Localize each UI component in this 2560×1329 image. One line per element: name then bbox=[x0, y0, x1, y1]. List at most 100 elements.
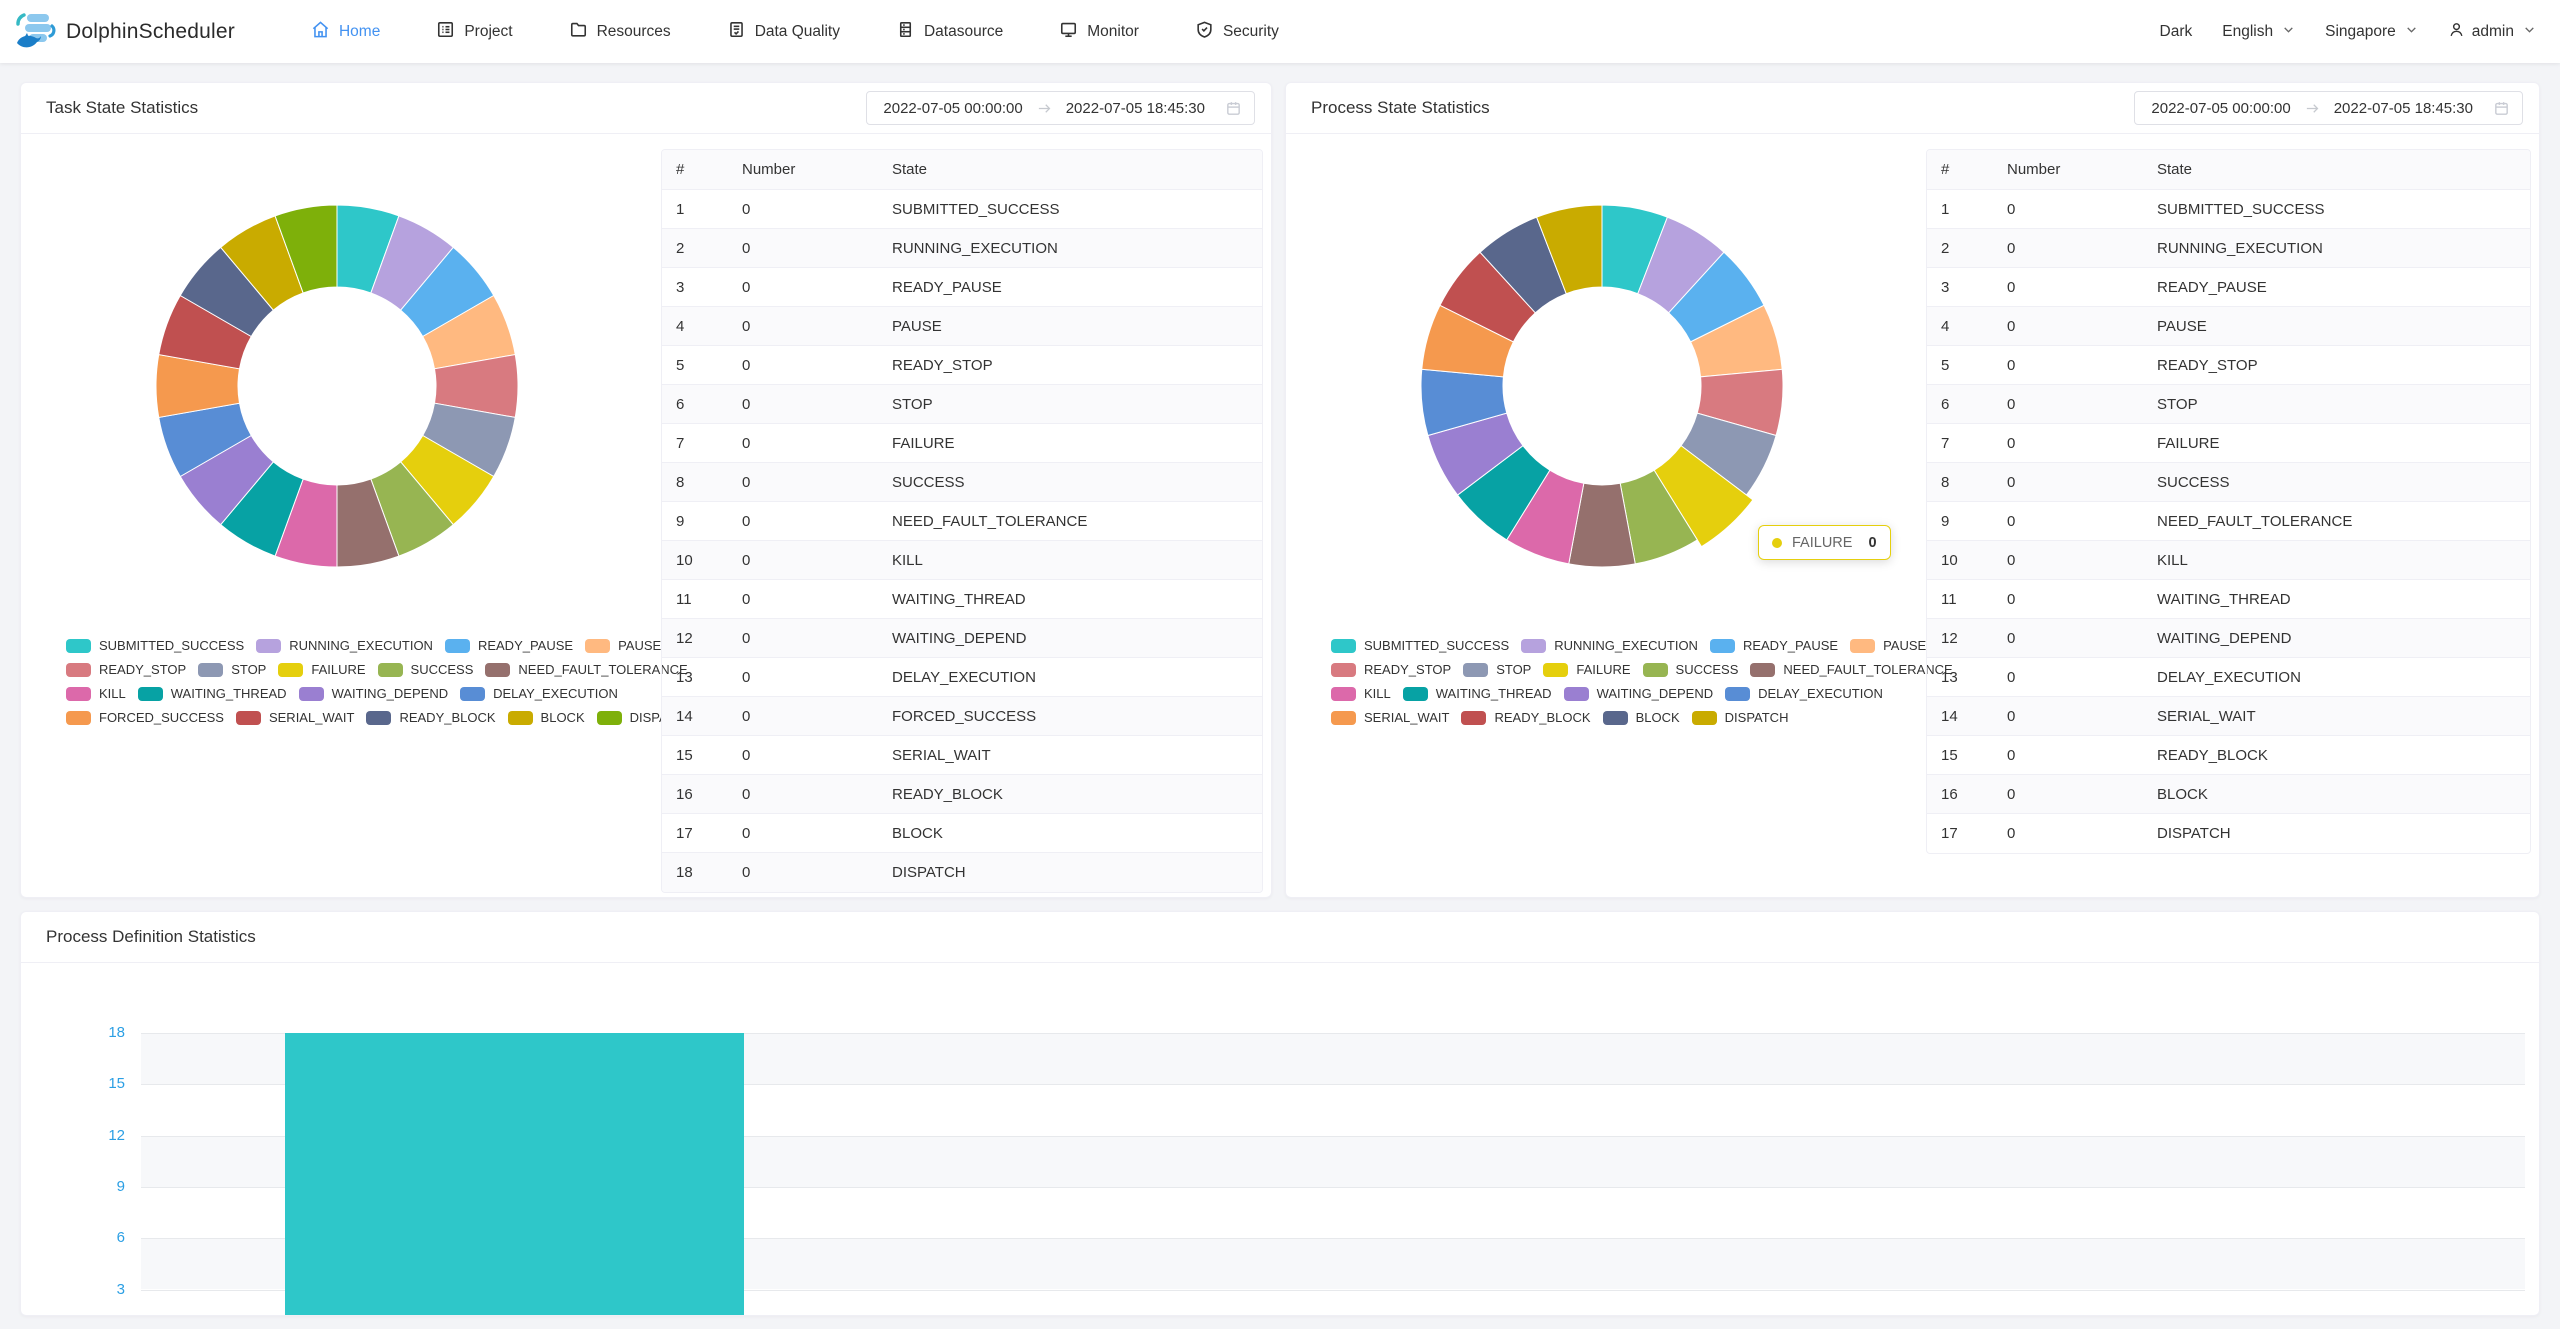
legend-item[interactable]: FAILURE bbox=[1543, 662, 1631, 677]
legend-item[interactable]: SUBMITTED_SUCCESS bbox=[1331, 638, 1509, 653]
legend-item[interactable]: READY_PAUSE bbox=[444, 638, 574, 653]
table-cell-index: 11 bbox=[662, 580, 728, 619]
table-header-row: # Number State bbox=[1927, 150, 2530, 190]
date-range-picker[interactable]: 2022-07-05 00:00:00 2022-07-05 18:45:30 bbox=[866, 91, 1255, 125]
table-cell-index: 2 bbox=[1927, 229, 1993, 268]
table-row: 16 0 READY_BLOCK bbox=[662, 775, 1262, 814]
user-menu[interactable]: admin bbox=[2448, 21, 2536, 43]
legend-color-swatch bbox=[1602, 710, 1628, 725]
table-row: 15 0 READY_BLOCK bbox=[1927, 736, 2530, 775]
legend-item[interactable]: NEED_FAULT_TOLERANCE bbox=[485, 662, 688, 677]
legend-item[interactable]: FAILURE bbox=[278, 662, 366, 677]
table-row: 9 0 NEED_FAULT_TOLERANCE bbox=[662, 502, 1262, 541]
table-cell-state: KILL bbox=[878, 541, 1262, 580]
brand-name: DolphinScheduler bbox=[66, 19, 235, 43]
date-end: 2022-07-05 18:45:30 bbox=[2333, 99, 2473, 117]
legend-item[interactable]: WAITING_THREAD bbox=[1402, 686, 1552, 701]
legend-item[interactable]: PAUSE bbox=[1850, 638, 1926, 653]
legend-label: READY_PAUSE bbox=[477, 638, 574, 653]
legend-item[interactable]: PAUSE bbox=[585, 638, 661, 653]
legend-label: SERIAL_WAIT bbox=[268, 710, 355, 725]
definition-bar[interactable] bbox=[284, 1033, 744, 1315]
legend-color-swatch bbox=[1402, 686, 1428, 701]
donut-segment[interactable] bbox=[1653, 444, 1754, 548]
legend-item[interactable]: FORCED_SUCCESS bbox=[66, 710, 224, 725]
table-cell-state: READY_STOP bbox=[2143, 346, 2530, 385]
legend-color-swatch bbox=[507, 710, 533, 725]
legend-item[interactable]: WAITING_THREAD bbox=[137, 686, 287, 701]
legend-item[interactable]: KILL bbox=[1331, 686, 1391, 701]
legend-color-swatch bbox=[1521, 638, 1547, 653]
table-cell-number: 0 bbox=[728, 697, 878, 736]
legend-item[interactable]: WAITING_DEPEND bbox=[1563, 686, 1713, 701]
nav-item-datasource[interactable]: Datasource bbox=[896, 20, 1003, 44]
legend-item[interactable]: RUNNING_EXECUTION bbox=[256, 638, 433, 653]
timezone-select[interactable]: Singapore bbox=[2325, 23, 2418, 41]
legend-color-swatch bbox=[596, 710, 622, 725]
legend-item[interactable]: DELAY_EXECUTION bbox=[460, 686, 618, 701]
task-state-table: # Number State 1 0 SUBMITTED_SUCCESS 2 0 RUNNING… bbox=[661, 149, 1263, 893]
table-row: 12 0 WAITING_DEPEND bbox=[662, 619, 1262, 658]
project-icon bbox=[436, 20, 455, 44]
date-end: 2022-07-05 18:45:30 bbox=[1065, 99, 1205, 117]
donut-segment[interactable] bbox=[1535, 204, 1603, 295]
legend-item[interactable]: READY_PAUSE bbox=[1709, 638, 1838, 653]
legend-label: BLOCK bbox=[1635, 710, 1680, 725]
app-logo[interactable]: DolphinScheduler bbox=[14, 7, 235, 57]
legend-item[interactable]: READY_STOP bbox=[1331, 662, 1451, 677]
legend-item[interactable]: SERIAL_WAIT bbox=[235, 710, 355, 725]
theme-toggle[interactable]: Dark bbox=[2159, 22, 2193, 40]
legend-item[interactable]: DISPATCH bbox=[1691, 710, 1789, 725]
nav-item-monitor[interactable]: Monitor bbox=[1059, 20, 1139, 44]
legend-item[interactable]: BLOCK bbox=[1602, 710, 1680, 725]
nav-item-resources[interactable]: Resources bbox=[569, 20, 671, 44]
table-header-cell: State bbox=[878, 150, 1262, 190]
nav-item-project[interactable]: Project bbox=[436, 20, 513, 44]
legend-item[interactable]: READY_BLOCK bbox=[366, 710, 496, 725]
table-cell-number: 0 bbox=[1993, 619, 2143, 658]
legend-label: NEED_FAULT_TOLERANCE bbox=[518, 662, 688, 677]
legend-item[interactable]: DELAY_EXECUTION bbox=[1725, 686, 1883, 701]
legend-label: DISPATCH bbox=[1724, 710, 1789, 725]
language-select[interactable]: English bbox=[2222, 23, 2295, 41]
legend-item[interactable]: STOP bbox=[1463, 662, 1531, 677]
user-icon bbox=[2448, 21, 2465, 43]
table-cell-number: 0 bbox=[728, 853, 878, 892]
card-title: Process Definition Statistics bbox=[46, 927, 256, 946]
legend-item[interactable]: SUCCESS bbox=[1642, 662, 1738, 677]
table-cell-number: 0 bbox=[1993, 229, 2143, 268]
y-axis-tick-label: 6 bbox=[116, 1229, 125, 1247]
legend-item[interactable]: WAITING_DEPEND bbox=[298, 686, 448, 701]
legend-item[interactable]: RUNNING_EXECUTION bbox=[1521, 638, 1698, 653]
table-cell-index: 4 bbox=[662, 307, 728, 346]
table-row: 8 0 SUCCESS bbox=[1927, 463, 2530, 502]
donut-segment[interactable] bbox=[274, 204, 338, 294]
table-header-cell: State bbox=[2143, 150, 2530, 190]
legend-color-swatch bbox=[1563, 686, 1589, 701]
table-row: 11 0 WAITING_THREAD bbox=[1927, 580, 2530, 619]
legend-item[interactable]: KILL bbox=[66, 686, 126, 701]
legend-color-swatch bbox=[485, 662, 511, 677]
legend-item[interactable]: SUBMITTED_SUCCESS bbox=[66, 638, 244, 653]
table-cell-number: 0 bbox=[1993, 385, 2143, 424]
legend-item[interactable]: BLOCK bbox=[507, 710, 585, 725]
legend-color-swatch bbox=[1709, 638, 1735, 653]
legend-item[interactable]: SUCCESS bbox=[377, 662, 473, 677]
table-row: 8 0 SUCCESS bbox=[662, 463, 1262, 502]
legend-color-swatch bbox=[585, 638, 611, 653]
table-row: 1 0 SUBMITTED_SUCCESS bbox=[662, 190, 1262, 229]
table-row: 14 0 SERIAL_WAIT bbox=[1927, 697, 2530, 736]
nav-item-security[interactable]: Security bbox=[1195, 20, 1279, 44]
legend-item[interactable]: STOP bbox=[198, 662, 266, 677]
table-cell-index: 10 bbox=[1927, 541, 1993, 580]
nav-item-data-quality[interactable]: Data Quality bbox=[727, 20, 840, 44]
legend-item[interactable]: READY_BLOCK bbox=[1461, 710, 1591, 725]
table-cell-index: 2 bbox=[662, 229, 728, 268]
legend-item[interactable]: READY_STOP bbox=[66, 662, 186, 677]
legend-label: DELAY_EXECUTION bbox=[1758, 686, 1883, 701]
legend-item[interactable]: NEED_FAULT_TOLERANCE bbox=[1750, 662, 1953, 677]
date-range-picker[interactable]: 2022-07-05 00:00:00 2022-07-05 18:45:30 bbox=[2134, 91, 2523, 125]
table-cell-number: 0 bbox=[1993, 736, 2143, 775]
nav-item-home[interactable]: Home bbox=[311, 20, 380, 44]
legend-item[interactable]: SERIAL_WAIT bbox=[1331, 710, 1449, 725]
